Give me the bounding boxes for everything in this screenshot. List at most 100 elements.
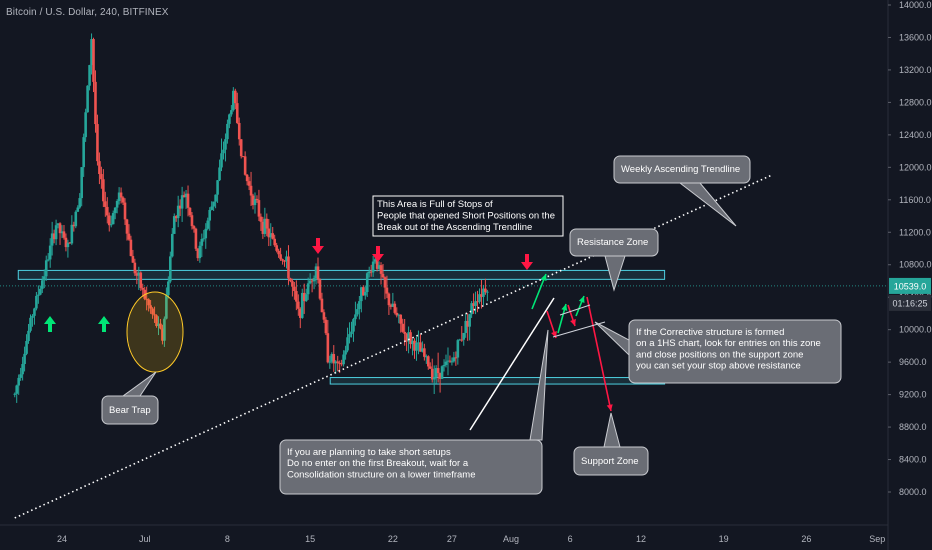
candle-body: [434, 368, 438, 377]
candle-body: [324, 319, 328, 334]
candle-body: [285, 256, 288, 262]
candle-body: [322, 312, 326, 320]
candle-body: [245, 174, 249, 182]
candle-body: [289, 278, 292, 282]
date-tick-label: 27: [447, 534, 457, 544]
candle-body: [88, 65, 91, 86]
projected-up-3-head: [578, 296, 585, 303]
candle-body: [202, 238, 206, 240]
candle-body: [222, 149, 225, 154]
markers: [44, 238, 613, 412]
candle-body: [31, 315, 34, 318]
candle-body: [111, 213, 115, 225]
candle-body: [107, 215, 111, 226]
candle-body: [212, 201, 215, 207]
support-zone-callout-pointer: [603, 412, 621, 448]
candle-body: [269, 233, 273, 238]
candle-body: [369, 271, 373, 273]
price-axis: 14000.0 13600.0 13200.0 12800.0 12400.0 12000…: [888, 0, 932, 497]
candle-body: [198, 245, 202, 259]
candle-body: [385, 287, 389, 294]
price-tick-label: 11200.0: [899, 227, 931, 237]
candle-body: [399, 314, 403, 324]
candle-body: [161, 328, 164, 341]
candle-body: [60, 231, 64, 234]
candle-body: [360, 287, 363, 302]
candle-body: [21, 364, 24, 375]
date-tick-label: 26: [801, 534, 811, 544]
candle-body: [367, 271, 371, 274]
candle-body: [41, 280, 44, 289]
candle-body: [127, 233, 131, 240]
candle-body: [113, 207, 117, 214]
candle-body: [387, 293, 391, 306]
candle-body: [163, 318, 166, 341]
corrective-callout-pointer: [594, 321, 630, 357]
candle-body: [159, 323, 162, 329]
candle-body: [167, 281, 170, 296]
candle-body: [194, 228, 198, 249]
trendline-layer: [14, 174, 772, 519]
candle-body: [371, 261, 375, 273]
candle-body: [169, 256, 172, 282]
candle-body: [263, 218, 267, 234]
weekly-trendline-callout: Weekly Ascending Trendline: [613, 155, 751, 227]
candle-body: [464, 320, 468, 333]
candle-body: [340, 363, 343, 365]
candle-body: [131, 256, 135, 263]
candle-body: [393, 303, 397, 313]
candle-body: [206, 220, 210, 229]
candle-body: [298, 308, 302, 318]
candle-body: [147, 299, 150, 306]
candle-body: [326, 333, 330, 363]
price-tick-label: 12000.0: [899, 162, 932, 172]
countdown-tag: [889, 294, 931, 311]
candle-body: [397, 314, 401, 316]
candle-body: [430, 368, 434, 380]
arrow-shape: [312, 238, 324, 254]
candle-body: [308, 280, 312, 284]
candle-body: [297, 301, 300, 309]
candle-body: [52, 233, 56, 240]
candle-body: [74, 211, 78, 227]
candle-body: [354, 314, 357, 320]
candle-body: [123, 202, 127, 220]
candle-body: [208, 209, 211, 221]
candle-body: [383, 277, 387, 288]
price-tick-label: 8400.0: [899, 455, 927, 465]
weekly-trendline-callout-box: [613, 155, 751, 184]
candle-body: [218, 167, 221, 181]
candle-body: [186, 193, 190, 208]
candle-body: [456, 340, 460, 358]
candle-body: [365, 273, 369, 293]
date-tick-label: 8: [225, 534, 230, 544]
candle-body: [196, 248, 200, 259]
candle-body: [259, 216, 263, 222]
weekly-trendline-callout-text: Weekly Ascending Trendline: [621, 164, 740, 175]
candle-body: [409, 332, 412, 345]
candle-body: [39, 288, 42, 295]
short-setups-callout: If you are planning to take short setups…: [279, 329, 549, 495]
candle-body: [42, 276, 46, 281]
candle-body: [115, 200, 119, 208]
candle-body: [172, 216, 176, 234]
green-up-arrow-1: [44, 316, 56, 332]
candle-body: [478, 294, 481, 302]
candle-body: [452, 357, 456, 362]
candle-body: [346, 337, 349, 351]
price-tick-label: 12800.0: [899, 97, 932, 107]
candle-body: [117, 192, 121, 201]
candle-body: [432, 376, 436, 380]
red-down-arrow-2: [372, 246, 384, 262]
price-tick-label: 10800.0: [899, 260, 932, 270]
candle-body: [190, 215, 194, 227]
candle-body: [356, 309, 359, 315]
candle-body: [243, 156, 247, 175]
candle-body: [454, 357, 458, 359]
candle-body: [29, 317, 32, 331]
bear-trap-callout-text: Bear Trap: [109, 405, 151, 416]
candle-body: [413, 340, 416, 351]
candle-body: [421, 348, 424, 352]
candle-body: [310, 280, 314, 282]
